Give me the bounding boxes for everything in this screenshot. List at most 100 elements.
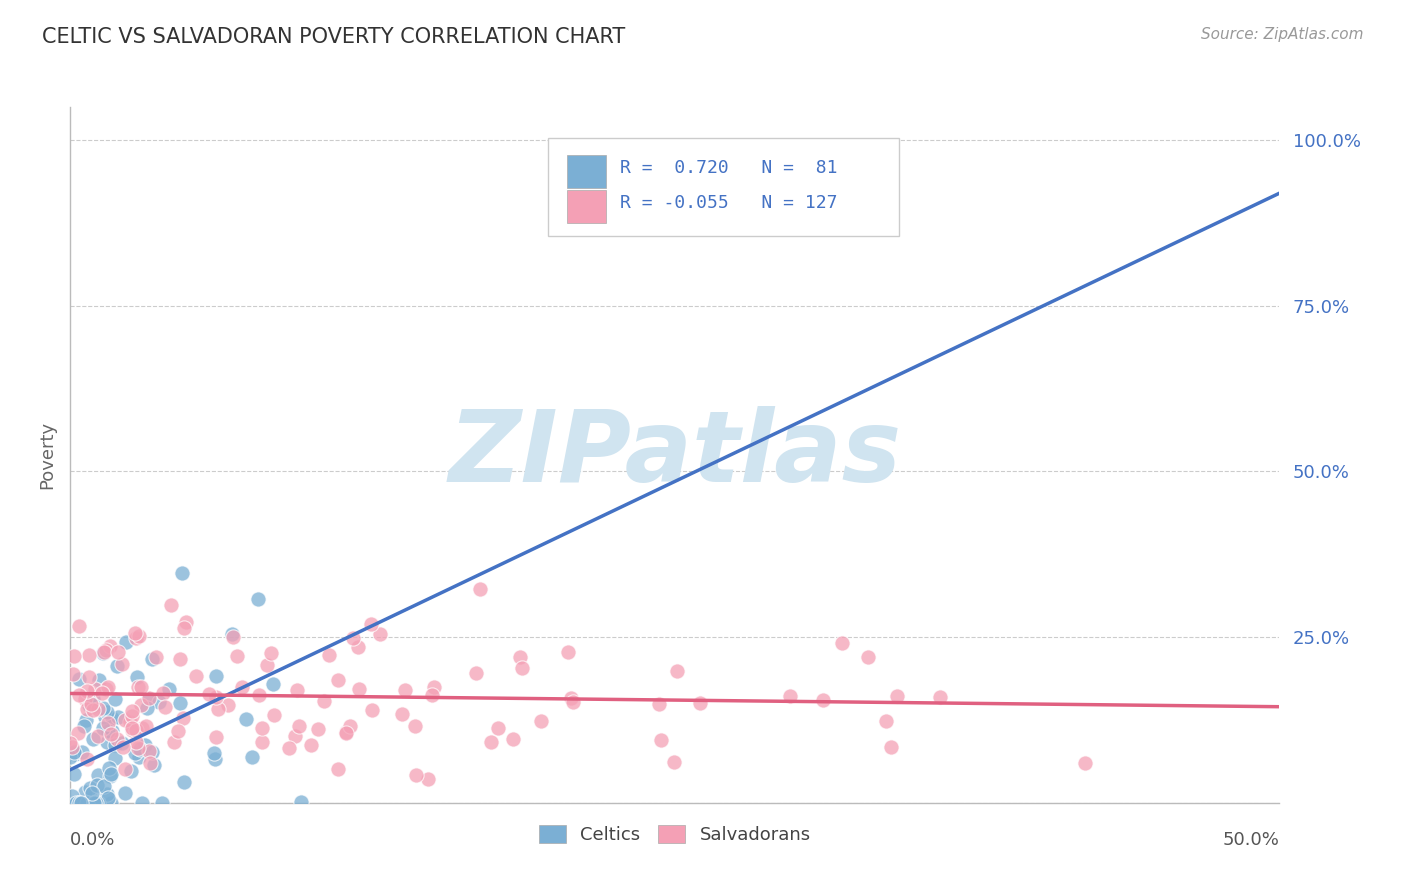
Point <box>62 667 84 681</box>
Point <box>67 725 90 739</box>
Point <box>779 690 801 704</box>
Point <box>141 745 163 759</box>
Point <box>858 650 880 665</box>
Point <box>114 634 136 648</box>
Point <box>339 719 361 733</box>
Point <box>76 684 98 698</box>
Point <box>134 739 156 753</box>
Point <box>98 639 121 653</box>
Point <box>67 672 90 686</box>
Point <box>136 700 159 714</box>
Point <box>97 716 120 731</box>
Point <box>87 796 110 810</box>
Point <box>886 690 908 704</box>
Point <box>247 688 270 702</box>
Point <box>96 682 118 697</box>
Point <box>143 758 166 772</box>
Point <box>121 723 143 737</box>
Point <box>62 739 84 754</box>
Point <box>86 778 108 792</box>
Point <box>104 751 127 765</box>
Point <box>82 703 104 717</box>
Point <box>84 681 107 696</box>
Point <box>420 688 443 702</box>
Point <box>138 690 160 705</box>
Point <box>97 724 120 739</box>
Point <box>101 723 124 738</box>
Point <box>110 657 132 671</box>
Point <box>287 682 309 697</box>
Point <box>93 779 115 793</box>
Point <box>263 708 285 723</box>
Point <box>111 736 134 750</box>
Point <box>124 746 146 760</box>
Point <box>240 749 263 764</box>
Point <box>121 709 143 723</box>
Point <box>79 780 101 795</box>
Point <box>260 646 283 660</box>
Point <box>82 731 104 746</box>
Point <box>172 711 194 725</box>
Point <box>217 698 239 712</box>
Point <box>94 643 117 657</box>
Point <box>86 729 108 743</box>
Y-axis label: Poverty: Poverty <box>38 421 56 489</box>
Point <box>650 733 672 747</box>
Point <box>689 696 711 710</box>
Point <box>120 764 142 778</box>
Point <box>93 701 115 715</box>
Point <box>75 713 97 727</box>
Point <box>222 630 245 644</box>
Point <box>67 619 90 633</box>
Point <box>82 692 104 706</box>
Point <box>470 582 492 596</box>
Point <box>138 744 160 758</box>
Point <box>107 645 129 659</box>
Point <box>347 682 370 697</box>
Point <box>235 712 257 726</box>
Point <box>87 702 110 716</box>
Point <box>204 669 226 683</box>
Point <box>124 723 146 737</box>
Point <box>153 699 176 714</box>
Point <box>391 707 413 722</box>
Point <box>101 710 124 724</box>
Point <box>252 734 274 748</box>
Point <box>247 591 270 606</box>
Point <box>486 722 509 736</box>
Point <box>141 652 163 666</box>
Point <box>79 648 101 663</box>
FancyBboxPatch shape <box>567 190 606 222</box>
Point <box>318 648 340 663</box>
Point <box>111 740 134 755</box>
Point <box>72 745 94 759</box>
Point <box>148 695 170 709</box>
Point <box>231 681 253 695</box>
Point <box>204 752 226 766</box>
Point <box>131 796 153 810</box>
Point <box>560 691 582 706</box>
Point <box>104 738 127 752</box>
Point <box>73 719 96 733</box>
Point <box>423 680 446 694</box>
Point <box>929 690 952 704</box>
Text: 0.0%: 0.0% <box>70 830 115 848</box>
Point <box>127 670 149 684</box>
Point <box>174 615 197 629</box>
Point <box>70 796 93 810</box>
Point <box>326 673 349 688</box>
Point <box>97 761 120 775</box>
Point <box>288 719 311 733</box>
Point <box>80 792 103 806</box>
Point <box>129 698 152 712</box>
Point <box>262 676 284 690</box>
Point <box>831 636 853 650</box>
Point <box>307 722 329 736</box>
Text: Source: ZipAtlas.com: Source: ZipAtlas.com <box>1201 27 1364 42</box>
Point <box>67 796 90 810</box>
Point <box>77 698 100 713</box>
Point <box>561 696 583 710</box>
Text: ZIPatlas: ZIPatlas <box>449 407 901 503</box>
Point <box>135 719 157 733</box>
Point <box>84 796 107 810</box>
